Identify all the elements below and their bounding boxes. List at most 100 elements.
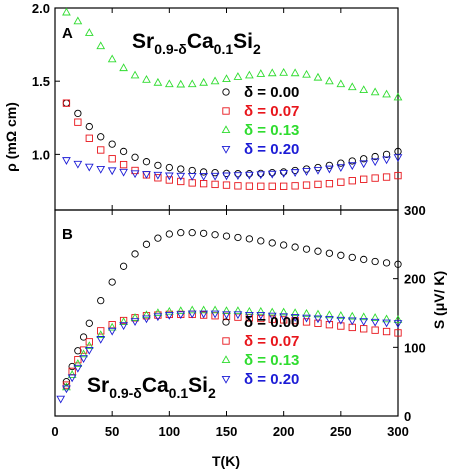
- data-point: [176, 311, 186, 320]
- data-point: [199, 310, 209, 319]
- data-point: [325, 165, 334, 174]
- data-point: [245, 235, 254, 243]
- data-point: [244, 171, 254, 180]
- data-point: [222, 311, 231, 320]
- data-point: [267, 68, 277, 77]
- title-a-sub2: 0.1: [214, 41, 234, 57]
- title-b-sub3: 2: [208, 385, 216, 401]
- data-point: [187, 310, 197, 319]
- data-point: [74, 347, 82, 355]
- y-tick-label: 0: [404, 409, 411, 424]
- data-point: [153, 171, 163, 180]
- data-point: [393, 315, 403, 323]
- title-a-sr: Sr: [132, 30, 154, 53]
- data-point: [73, 160, 83, 169]
- data-point: [210, 310, 220, 319]
- data-point: [199, 229, 208, 237]
- data-point: [97, 296, 105, 305]
- legend-marker: [221, 125, 231, 134]
- data-point: [359, 160, 369, 169]
- data-point: [245, 182, 254, 190]
- data-point: [142, 158, 151, 166]
- data-point: [165, 176, 173, 184]
- legend-label: δ = 0.07: [244, 103, 299, 120]
- data-point: [302, 168, 311, 176]
- legend-label: δ = 0.07: [244, 333, 299, 350]
- x-tick-label: 50: [105, 424, 119, 439]
- panel-b-legend: δ = 0.00 δ = 0.07 δ = 0.13 δ = 0.20: [221, 314, 299, 388]
- data-point: [245, 170, 254, 178]
- data-point: [348, 157, 356, 165]
- data-point: [222, 74, 231, 83]
- title-b-ca: Ca: [142, 374, 169, 397]
- data-point: [222, 232, 231, 240]
- data-point: [291, 243, 299, 251]
- data-point: [268, 239, 276, 247]
- data-point: [360, 255, 368, 264]
- data-point: [153, 77, 163, 86]
- data-point: [244, 70, 254, 79]
- data-point: [84, 347, 94, 355]
- y-axis-label-a: ρ (mΩ cm): [3, 102, 19, 172]
- data-point: [382, 327, 391, 336]
- x-tick-label: 300: [387, 424, 409, 439]
- data-point: [382, 259, 391, 267]
- data-point: [107, 167, 117, 176]
- data-point: [199, 180, 208, 188]
- data-point: [257, 237, 265, 245]
- x-tick-label: 0: [51, 424, 58, 439]
- data-point: [233, 311, 243, 320]
- legend-marker: [222, 337, 230, 345]
- data-point: [187, 79, 197, 88]
- data-point: [62, 385, 71, 394]
- data-point: [199, 305, 209, 314]
- data-point: [394, 260, 402, 268]
- data-point: [336, 311, 346, 319]
- data-point: [348, 177, 356, 185]
- data-point: [313, 166, 323, 175]
- data-point: [67, 370, 77, 378]
- data-point: [302, 308, 311, 317]
- y-tick-label: 300: [404, 203, 426, 218]
- legend-marker: [221, 375, 231, 384]
- data-point: [347, 311, 357, 320]
- legend-label: δ = 0.20: [244, 371, 299, 388]
- data-point: [325, 310, 334, 319]
- title-b-sub2: 0.1: [169, 385, 189, 401]
- data-point: [256, 171, 266, 180]
- data-point: [84, 341, 94, 350]
- data-point: [325, 180, 334, 188]
- data-point: [382, 173, 391, 181]
- data-point: [67, 374, 77, 383]
- data-point: [176, 306, 186, 314]
- data-point: [74, 356, 82, 364]
- data-point: [279, 313, 289, 322]
- data-point: [85, 338, 93, 346]
- data-point: [325, 249, 334, 257]
- data-point: [164, 306, 174, 315]
- data-point: [119, 317, 128, 325]
- data-point: [119, 147, 128, 156]
- data-point: [142, 240, 151, 248]
- data-point: [188, 166, 196, 175]
- data-point: [302, 181, 311, 189]
- data-point: [290, 308, 300, 317]
- data-point: [164, 312, 174, 320]
- data-point: [394, 171, 402, 180]
- data-point: [233, 172, 243, 181]
- data-point: [313, 309, 323, 318]
- data-point: [62, 381, 71, 389]
- data-point: [256, 306, 266, 315]
- data-point: [234, 182, 242, 190]
- data-point: [154, 234, 162, 242]
- data-point: [177, 229, 185, 237]
- data-point: [280, 316, 288, 324]
- data-point: [222, 172, 231, 181]
- data-point: [96, 41, 106, 50]
- data-point: [382, 319, 391, 328]
- data-point: [108, 278, 116, 286]
- legend-marker: [221, 145, 231, 154]
- data-point: [211, 180, 219, 189]
